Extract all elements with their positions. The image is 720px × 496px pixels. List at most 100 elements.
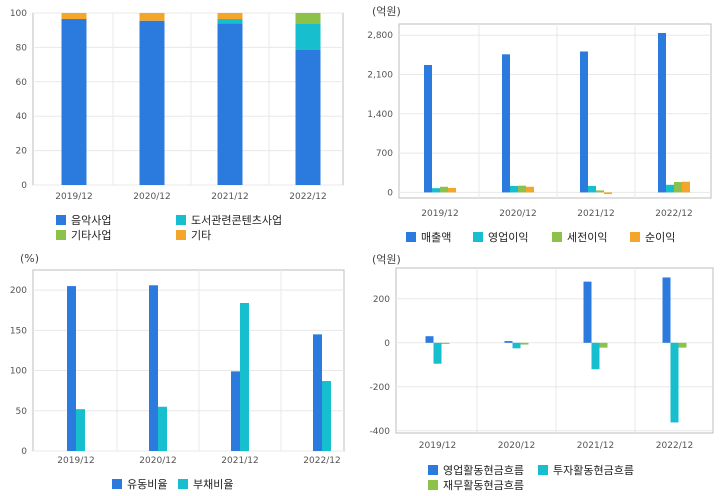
legend-item-books: 도서관련콘텐츠사업 xyxy=(176,212,282,228)
y-tick-label: 100 xyxy=(10,367,27,377)
ratios-panel: (%) 0 50 100 150 200 2019/12 2020/12 2021/12 202… xyxy=(0,250,355,496)
bar xyxy=(139,13,165,21)
legend-swatch xyxy=(428,480,438,490)
y-tick-label: -400 xyxy=(370,427,391,437)
bar xyxy=(502,54,510,193)
legend-item-music: 음악사업 xyxy=(56,212,111,228)
legend-swatch xyxy=(176,215,186,225)
bar xyxy=(158,406,167,451)
x-tick-label: 2020/12 xyxy=(133,192,170,202)
bar xyxy=(217,13,243,20)
bar xyxy=(440,186,448,193)
y-tick-label: 150 xyxy=(10,326,27,336)
y-tick-label: 2,100 xyxy=(367,71,393,81)
bar xyxy=(61,19,87,185)
x-tick-label: 2022/12 xyxy=(656,441,693,451)
legend-item-pretax: 세전이익 xyxy=(552,229,607,245)
bar xyxy=(512,342,521,349)
bar xyxy=(313,334,322,451)
x-tick-label: 2020/12 xyxy=(499,209,536,219)
unit-label: (억원) xyxy=(372,253,401,266)
legend-item-other-biz: 기타사업 xyxy=(56,227,111,243)
y-tick-label: 60 xyxy=(16,78,28,88)
unit-label: (억원) xyxy=(372,5,401,18)
profit-chart: 0 700 1,400 2,100 2,800 2019/12 2020/12 2021/12… xyxy=(367,23,712,219)
legend-swatch xyxy=(112,479,122,489)
y-tick-label: 0 xyxy=(384,339,390,349)
x-tick-label: 2019/12 xyxy=(57,456,94,466)
legend-item-operating-cf: 영업활동현금흐름 xyxy=(428,462,524,478)
legend-label: 도서관련콘텐츠사업 xyxy=(191,214,283,227)
y-tick-label: 200 xyxy=(10,286,27,296)
x-tick-label: 2021/12 xyxy=(577,209,614,219)
plot-area xyxy=(395,267,714,434)
legend-item-current-ratio: 유동비율 xyxy=(112,476,167,492)
legend-swatch xyxy=(406,232,416,242)
bar xyxy=(678,342,687,348)
bar xyxy=(520,342,529,345)
legend-item-net: 순이익 xyxy=(630,229,675,245)
bar xyxy=(580,51,588,193)
bar xyxy=(448,187,456,193)
legend-item-investing-cf: 투자활동현금흐름 xyxy=(538,462,634,478)
legend-swatch xyxy=(176,230,186,240)
y-tick-label: 0 xyxy=(21,181,27,191)
ratios-chart: 0 50 100 150 200 2019/12 2020/12 2021/12 2022/12 xyxy=(10,269,345,466)
bar xyxy=(295,49,321,186)
legend-swatch xyxy=(428,465,438,475)
bar xyxy=(139,20,165,185)
bar xyxy=(583,281,592,343)
bar xyxy=(217,19,243,24)
bar xyxy=(295,13,321,24)
bar xyxy=(504,341,513,343)
legend-label: 부채비율 xyxy=(193,478,234,491)
legend-swatch xyxy=(56,230,66,240)
revenue-mix-chart: 0 20 40 60 80 100 2019/12 2020/12 2021/12 2022/12 xyxy=(10,9,344,202)
bar xyxy=(526,186,534,193)
y-tick-label: 0 xyxy=(21,447,27,457)
y-tick-label: 20 xyxy=(16,147,28,157)
bar xyxy=(510,185,518,193)
profit-panel: (억원) 0 700 1,400 2,100 2,800 2019/12 2020/12 20… xyxy=(362,0,720,248)
bar xyxy=(518,185,526,193)
bar xyxy=(61,13,87,20)
bar xyxy=(591,342,600,370)
bar xyxy=(596,190,604,193)
y-tick-label: 100 xyxy=(10,9,27,19)
legend-label: 음악사업 xyxy=(71,214,112,227)
bar xyxy=(240,302,249,451)
y-tick-label: 50 xyxy=(16,407,28,417)
cashflow-panel: (억원) -400 -200 0 200 2019/12 2020/12 2021/12 20… xyxy=(362,250,720,496)
legend-label: 재무활동현금흐름 xyxy=(443,479,524,492)
legend-item-op-income: 영업이익 xyxy=(473,229,528,245)
bar xyxy=(662,277,671,343)
y-tick-label: 1,400 xyxy=(367,110,393,120)
legend-swatch xyxy=(178,479,188,489)
bar xyxy=(424,64,432,193)
x-tick-label: 2021/12 xyxy=(211,192,248,202)
x-tick-label: 2019/12 xyxy=(55,192,92,202)
y-tick-label: 0 xyxy=(387,188,393,198)
x-tick-label: 2020/12 xyxy=(139,456,176,466)
bar xyxy=(322,381,331,451)
legend-label: 투자활동현금흐름 xyxy=(553,464,634,477)
legend-swatch xyxy=(56,215,66,225)
legend-label: 기타 xyxy=(191,229,212,242)
x-tick-label: 2019/12 xyxy=(419,441,456,451)
y-tick-label: 80 xyxy=(16,43,28,53)
x-tick-label: 2022/12 xyxy=(655,209,692,219)
legend-label: 매출액 xyxy=(421,231,452,244)
legend-label: 영업활동현금흐름 xyxy=(443,464,524,477)
x-tick-label: 2022/12 xyxy=(289,192,326,202)
x-tick-label: 2020/12 xyxy=(498,441,535,451)
legend-swatch xyxy=(630,232,640,242)
bar xyxy=(432,188,440,193)
bar xyxy=(295,23,321,50)
x-tick-label: 2021/12 xyxy=(577,441,614,451)
bar xyxy=(67,286,76,451)
legend-item-debt-ratio: 부채비율 xyxy=(178,476,233,492)
legend-swatch xyxy=(538,465,548,475)
bar xyxy=(433,342,442,364)
x-tick-label: 2022/12 xyxy=(303,456,340,466)
bar xyxy=(670,342,679,423)
